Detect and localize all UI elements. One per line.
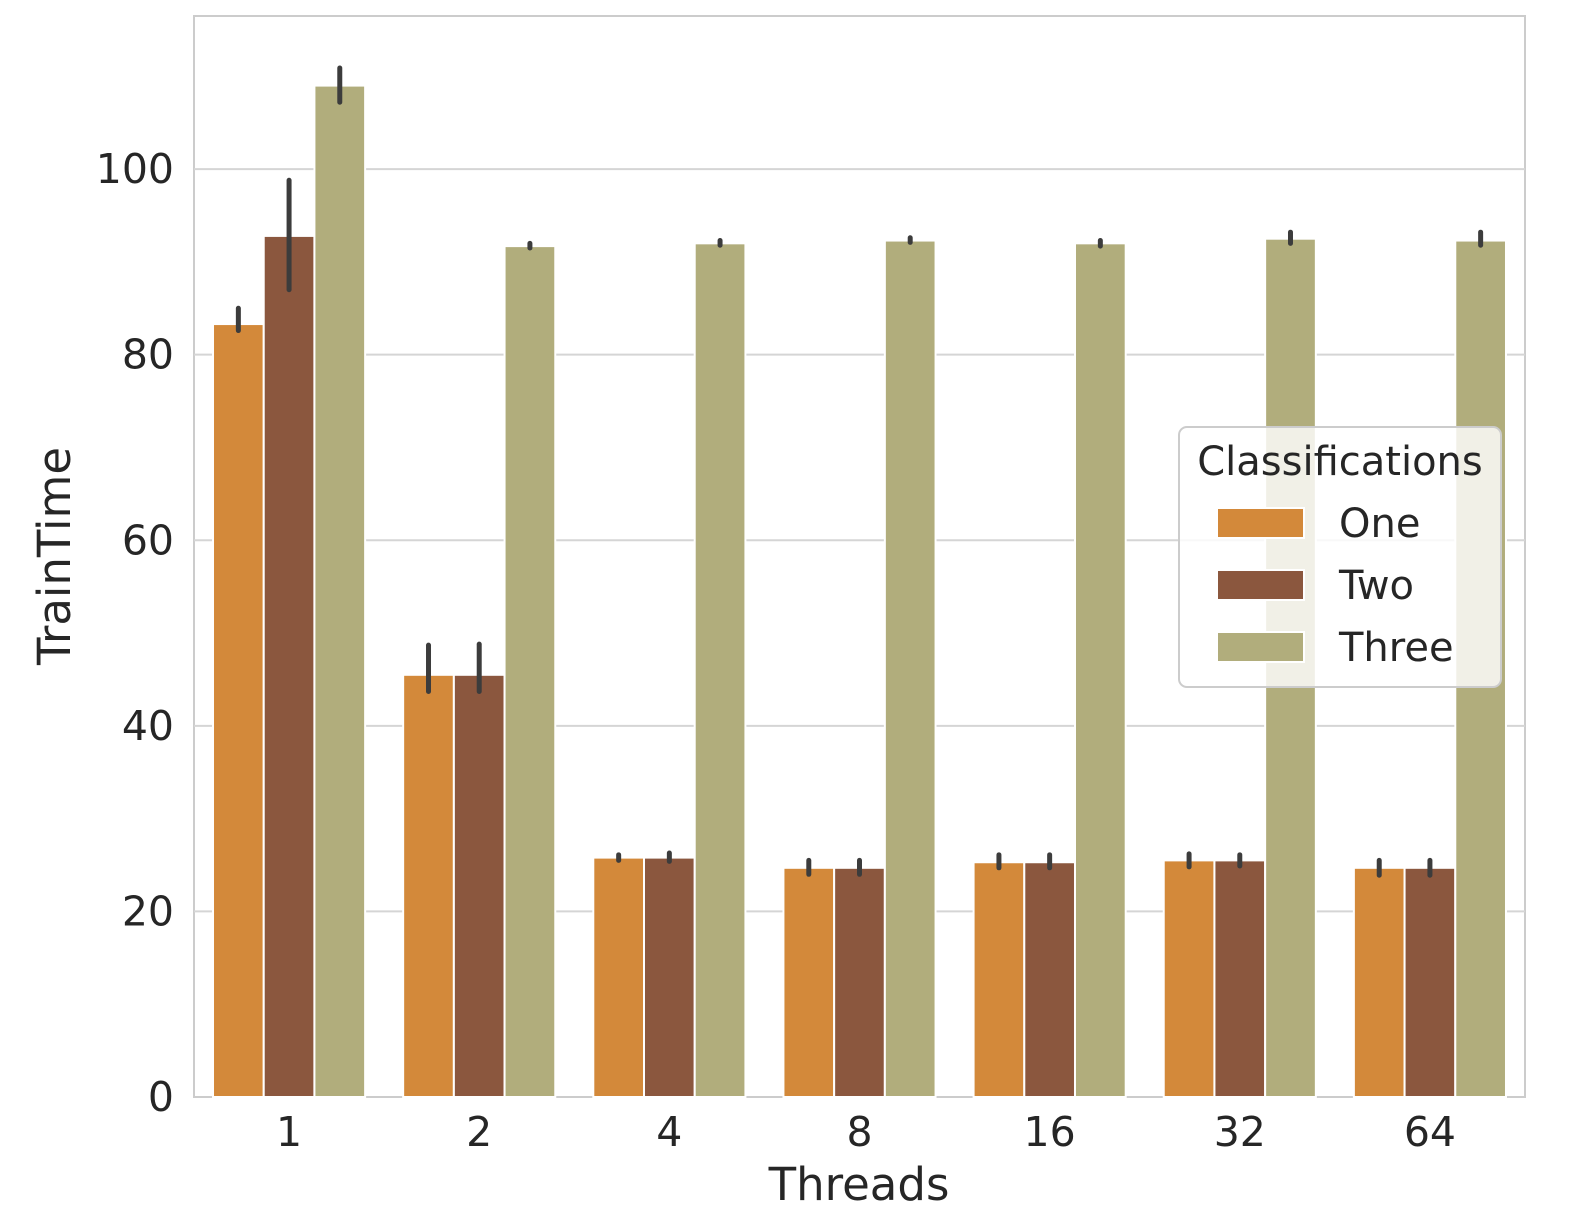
y-axis-label: TrainTime [28,447,81,666]
y-tick-label: 40 [122,702,174,750]
legend-swatch-three [1216,631,1305,663]
legend-swatch-two [1216,569,1305,601]
bar-three-4 [693,242,747,1098]
legend-label-two: Two [1338,563,1414,609]
x-axis-label: Threads [768,1158,950,1211]
bar-one-2 [402,673,455,1099]
x-tick-label: 64 [1404,1108,1456,1156]
legend-label-one: One [1339,501,1420,547]
bar-two-32 [1213,859,1267,1099]
y-tick-labels: 0 20 40 60 80 100 [96,145,174,1121]
legend-label-three: Three [1338,625,1454,671]
x-tick-label: 16 [1024,1108,1076,1156]
x-tick-label: 32 [1214,1108,1266,1156]
y-tick-label: 20 [122,887,174,935]
y-tick-label: 0 [148,1073,174,1121]
y-tick-label: 100 [96,145,174,193]
x-tick-label: 4 [656,1108,682,1156]
x-tick-label: 1 [276,1108,302,1156]
bar-two-4 [643,856,696,1099]
bar-two-8 [833,866,886,1098]
bar-three-2 [503,245,557,1098]
bar-two-64 [1403,866,1457,1098]
legend-swatch-one [1216,507,1305,539]
bar-two-1 [262,234,316,1099]
y-tick-label: 80 [122,331,174,379]
legend-title: Classifications [1197,439,1483,485]
x-tick-labels: 1 2 4 8 16 32 64 [276,1108,1456,1156]
x-tick-label: 2 [466,1108,492,1156]
bar-two-2 [452,673,506,1099]
bar-one-32 [1162,859,1216,1099]
x-tick-label: 8 [846,1108,872,1156]
bar-three-1 [313,84,367,1098]
bar-one-64 [1352,866,1406,1098]
bar-one-8 [782,866,836,1098]
bar-three-16 [1073,242,1127,1098]
bar-one-16 [972,861,1026,1098]
bar-one-4 [592,856,646,1099]
error-bars [235,65,1484,878]
legend-box [1178,426,1502,688]
legend-items: One Two Three [1216,501,1454,671]
y-tick-label: 60 [122,516,174,564]
bar-two-16 [1023,861,1076,1098]
bar-one-1 [212,323,265,1098]
bar-three-8 [883,239,937,1098]
legend: Classifications One Two Three [1178,426,1502,688]
